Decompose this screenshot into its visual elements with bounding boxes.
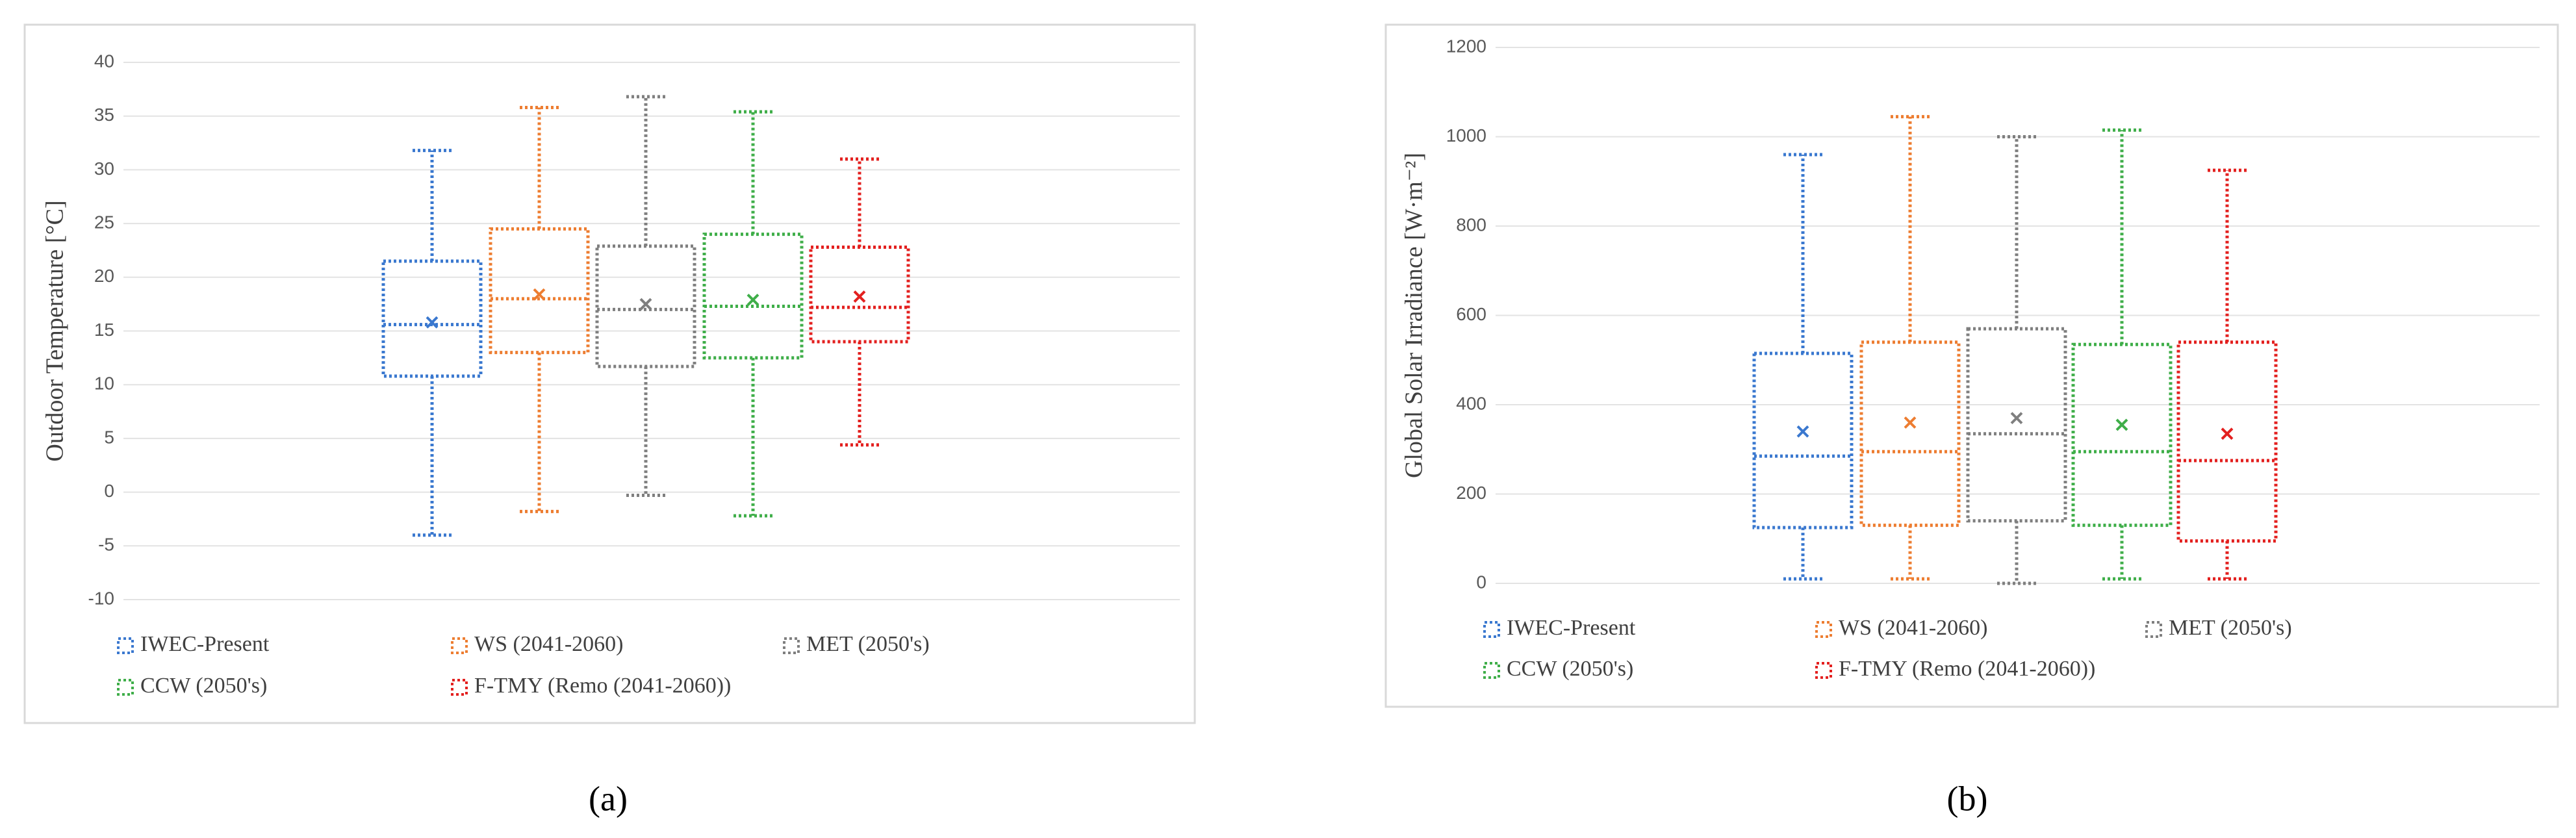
- legend-swatch: [783, 637, 800, 654]
- y-tick-label: -5: [98, 535, 114, 555]
- legend-label: MET (2050's): [2169, 616, 2292, 640]
- panel-a: [23, 23, 1196, 724]
- legend-swatch: [451, 637, 468, 654]
- y-tick-label: 40: [94, 51, 114, 71]
- legend-label: WS (2041-2060): [474, 632, 623, 656]
- mean-marker: [533, 288, 546, 301]
- legend-label: MET (2050's): [806, 632, 930, 656]
- legend-swatch: [1815, 621, 1832, 638]
- caption: (b): [1947, 779, 1988, 818]
- box: [702, 233, 804, 360]
- box: [381, 259, 483, 378]
- mean-marker: [639, 298, 652, 311]
- y-tick-label: 800: [1456, 214, 1486, 235]
- box: [2176, 340, 2278, 543]
- legend-label: WS (2041-2060): [1839, 616, 1987, 640]
- panel-b: [1384, 23, 2559, 708]
- y-tick-label: 15: [94, 320, 114, 340]
- y-tick-label: 400: [1456, 393, 1486, 413]
- mean-marker: [426, 316, 439, 329]
- y-axis-title: Outdoor Temperature [°C]: [42, 200, 69, 461]
- y-tick-label: 1000: [1446, 125, 1486, 146]
- y-tick-label: 30: [94, 159, 114, 179]
- mean-marker: [853, 290, 866, 303]
- mean-marker: [1904, 416, 1917, 429]
- legend-swatch: [2145, 621, 2162, 638]
- legend-label: F-TMY (Remo (2041-2060)): [474, 674, 731, 698]
- legend-swatch: [117, 637, 134, 654]
- box: [809, 245, 910, 344]
- mean-marker: [746, 294, 759, 306]
- box: [1752, 351, 1854, 529]
- mean-marker: [2221, 427, 2234, 440]
- mean-marker: [1796, 425, 1809, 438]
- legend-label: IWEC-Present: [140, 632, 270, 656]
- legend-label: CCW (2050's): [1507, 657, 1633, 681]
- legend-label: F-TMY (Remo (2041-2060)): [1839, 657, 2095, 681]
- y-tick-label: 5: [104, 427, 114, 447]
- y-tick-label: 200: [1456, 483, 1486, 503]
- mean-marker: [2115, 418, 2128, 431]
- legend-swatch: [117, 679, 134, 696]
- legend-swatch: [451, 679, 468, 696]
- y-tick-label: 0: [1476, 572, 1486, 592]
- box: [489, 227, 590, 355]
- legend-swatch: [1483, 662, 1500, 679]
- box: [595, 244, 696, 368]
- legend-label: CCW (2050's): [140, 674, 267, 698]
- y-tick-label: -10: [88, 588, 114, 608]
- y-axis-title: Global Solar Irradiance [W·m⁻²]: [1401, 153, 1428, 478]
- y-tick-label: 0: [104, 481, 114, 501]
- y-tick-label: 25: [94, 212, 114, 232]
- mean-marker: [2010, 412, 2023, 425]
- box: [1966, 327, 2067, 523]
- y-tick-label: 10: [94, 374, 114, 394]
- legend-label: IWEC-Present: [1507, 616, 1636, 640]
- y-tick-label: 1200: [1446, 36, 1486, 56]
- legend-swatch: [1815, 662, 1832, 679]
- y-tick-label: 20: [94, 266, 114, 286]
- y-tick-label: 35: [94, 105, 114, 125]
- legend-swatch: [1483, 621, 1500, 638]
- caption: (a): [589, 779, 628, 818]
- box: [1859, 340, 1961, 527]
- box: [2071, 342, 2173, 527]
- y-tick-label: 600: [1456, 304, 1486, 324]
